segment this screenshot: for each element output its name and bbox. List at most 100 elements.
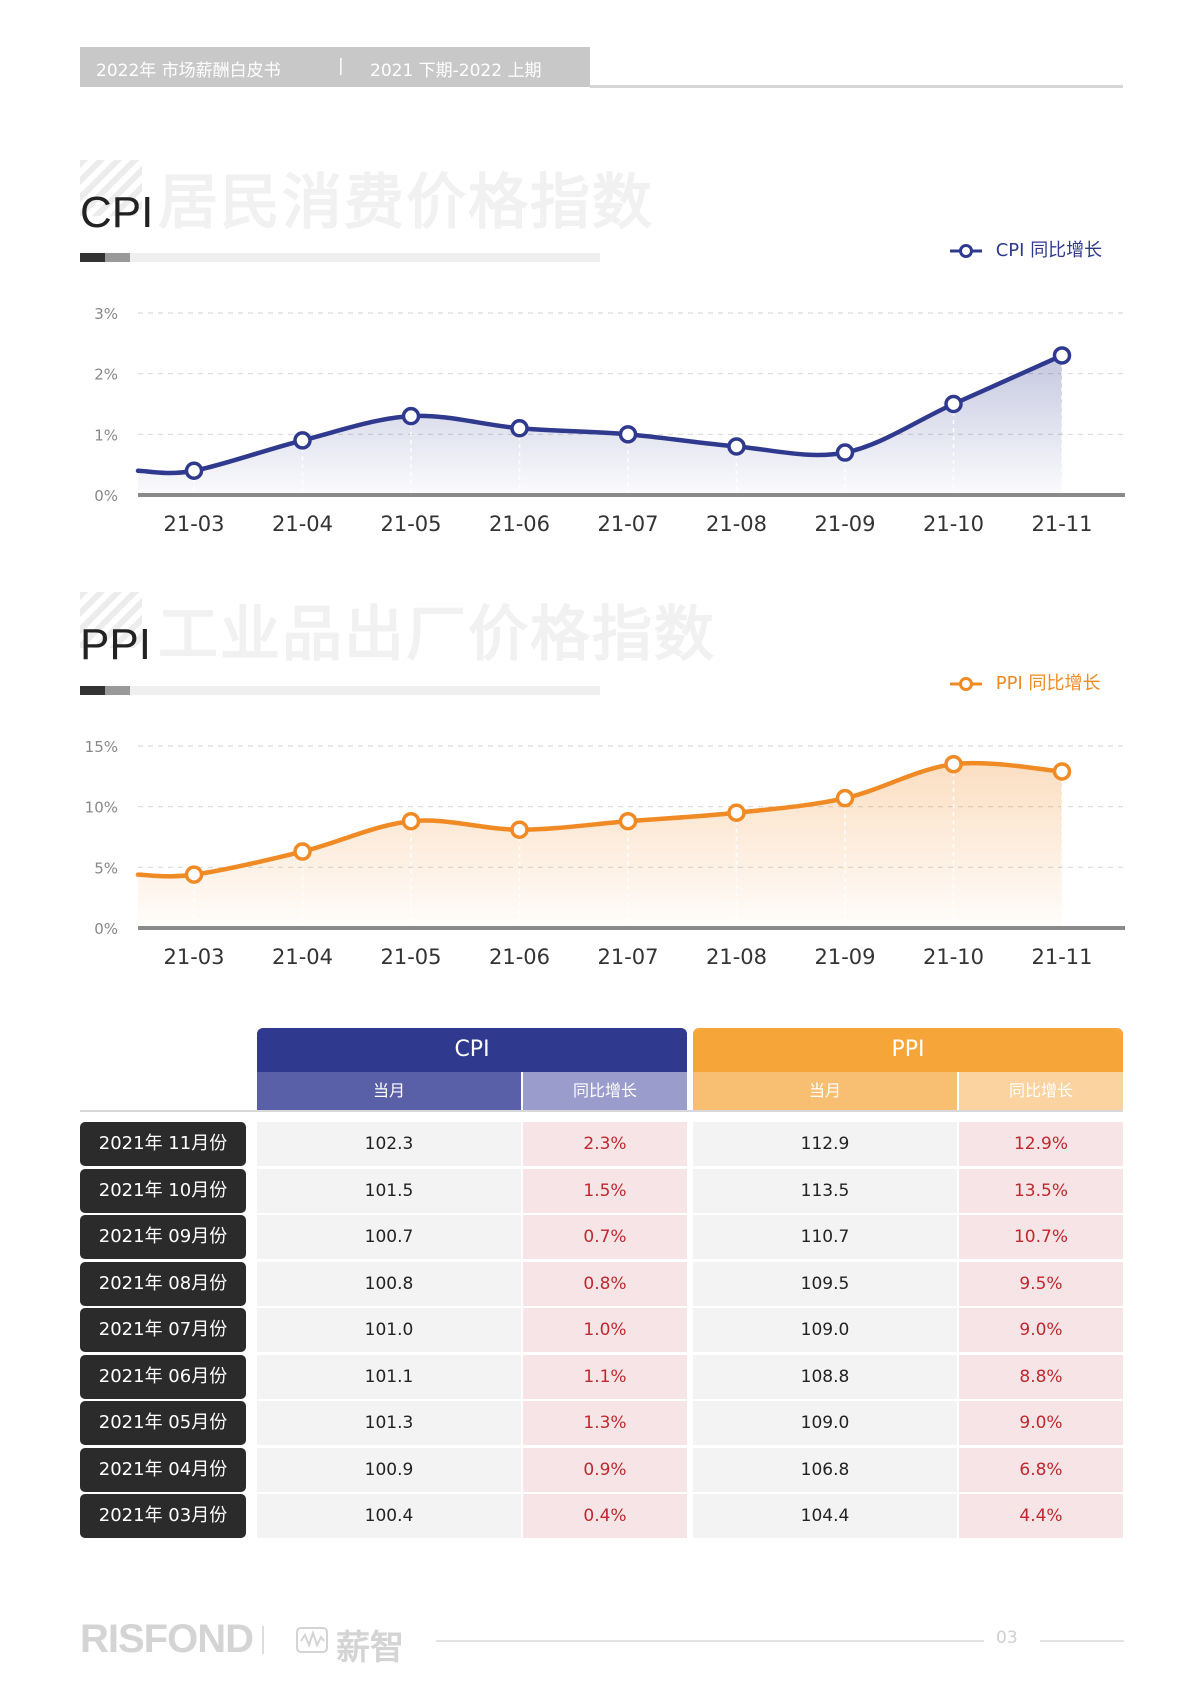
footer-rule (436, 1640, 984, 1642)
ppi-yoy-cell: 10.7% (959, 1215, 1123, 1259)
x-tick-label: 21-09 (814, 512, 875, 536)
row-label: 2021年 04月份 (80, 1447, 246, 1492)
cpi-area (138, 355, 1062, 495)
header-bar: 2022年 市场薪酬白皮书 | 2021 下期-2022 上期 (80, 47, 590, 87)
ppi-point-21-10 (944, 754, 963, 774)
ppi-yoy-cell: 6.8% (959, 1447, 1123, 1492)
x-tick-label: 21-11 (1031, 512, 1092, 536)
x-tick-label: 21-10 (923, 512, 984, 536)
cpi-point-21-06 (510, 419, 529, 438)
table-subheader-cpi-current: 当月 (257, 1072, 521, 1110)
row-label: 2021年 07月份 (80, 1308, 246, 1352)
cpi-yoy-cell: 0.7% (523, 1215, 687, 1259)
y-tick-label: 3% (94, 305, 118, 323)
cpi-yoy-cell: 0.9% (523, 1447, 687, 1492)
x-tick-label: 21-07 (597, 945, 658, 969)
ppi-yoy-cell: 9.0% (959, 1401, 1123, 1445)
ppi-yoy-cell: 13.5% (959, 1168, 1123, 1213)
ppi-point-21-03 (184, 865, 204, 884)
table-header-cpi: CPI (257, 1028, 687, 1072)
ppi-point-21-04 (293, 842, 312, 861)
ppi-point-21-11 (1052, 762, 1072, 781)
ppi-point-21-07 (618, 811, 638, 831)
cpi-series-line (135, 353, 1065, 476)
logo-separator (262, 1626, 264, 1654)
x-tick-label: 21-08 (706, 512, 767, 536)
ppi-area (138, 763, 1062, 928)
cpi-point-21-07 (618, 425, 638, 444)
ppi-yoy-cell: 9.5% (959, 1261, 1123, 1306)
title-underline-light (130, 686, 600, 695)
title-underline-light (130, 253, 600, 262)
title-underline-dark (80, 686, 105, 695)
x-tick-label: 21-09 (814, 945, 875, 969)
ppi-current-cell: 110.7 (693, 1215, 957, 1259)
cpi-current-cell: 100.4 (257, 1494, 521, 1538)
x-tick-label: 21-05 (380, 945, 441, 969)
x-tick-label: 21-07 (597, 512, 658, 536)
stripes-decoration (80, 160, 142, 216)
header-title: 2022年 市场薪酬白皮书 (96, 61, 281, 81)
title-underline-mid (105, 686, 130, 695)
x-tick-label: 21-03 (163, 945, 224, 969)
ppi-point-21-05 (401, 811, 421, 831)
cpi-current-cell: 100.7 (257, 1215, 521, 1259)
ppi-current-cell: 109.5 (693, 1261, 957, 1306)
table-subheader-ppi-yoy: 同比增长 (959, 1072, 1123, 1110)
header-period: 2021 下期-2022 上期 (370, 61, 542, 81)
y-tick-label: 1% (94, 426, 118, 444)
stripes-decoration (80, 592, 142, 648)
ppi-point-21-08 (727, 803, 746, 822)
table-subheader-ppi-current: 当月 (693, 1072, 957, 1110)
cpi-yoy-cell: 1.5% (523, 1168, 687, 1213)
ppi-yoy-cell: 8.8% (959, 1354, 1123, 1399)
ppi-current-cell: 104.4 (693, 1494, 957, 1538)
ppi-current-cell: 113.5 (693, 1168, 957, 1213)
cpi-current-cell: 101.1 (257, 1354, 521, 1399)
x-tick-label: 21-10 (923, 945, 984, 969)
table-subheader-cpi-yoy: 同比增长 (523, 1072, 687, 1110)
y-tick-label: 15% (85, 738, 118, 756)
cpi-point-21-05 (401, 406, 421, 426)
x-tick-label: 21-05 (380, 512, 441, 536)
row-label: 2021年 10月份 (80, 1168, 246, 1213)
cpi-current-cell: 102.3 (257, 1122, 521, 1166)
row-label: 2021年 06月份 (80, 1354, 246, 1399)
x-tick-label: 21-06 (489, 945, 550, 969)
cpi-yoy-cell: 1.1% (523, 1354, 687, 1399)
x-tick-label: 21-06 (489, 512, 550, 536)
y-tick-label: 2% (94, 366, 118, 384)
x-tick-label: 21-03 (163, 512, 224, 536)
ppi-bg-title: 工业品出厂价格指数 (158, 600, 716, 670)
header-rule (590, 85, 1123, 88)
cpi-point-21-03 (184, 461, 204, 480)
row-label: 2021年 09月份 (80, 1215, 246, 1259)
ppi-legend-marker (950, 677, 982, 691)
ppi-series-line (135, 760, 1065, 879)
ppi-line-chart: 0% 5% 10% 15% 21-03 21-04 21-05 21-06 21-07 21-08… (85, 738, 1125, 969)
cpi-line-chart: 0% 1% 2% 3% 21-03 21-04 21-05 21-06 21-07 21-08 21… (94, 305, 1125, 536)
y-tick-label: 5% (94, 859, 118, 877)
cpi-current-cell: 101.3 (257, 1401, 521, 1445)
cpi-current-cell: 101.0 (257, 1308, 521, 1352)
xinzhi-logo: 薪智 (336, 1628, 404, 1668)
table-header-rule (80, 1110, 1123, 1112)
title-underline-dark (80, 253, 105, 262)
cpi-current-cell: 100.9 (257, 1447, 521, 1492)
ppi-current-cell: 109.0 (693, 1308, 957, 1352)
y-tick-label: 0% (94, 920, 118, 938)
ppi-title: PPI (80, 620, 151, 669)
ppi-current-cell: 106.8 (693, 1447, 957, 1492)
cpi-bg-title: 居民消费价格指数 (158, 168, 654, 238)
row-label: 2021年 08月份 (80, 1261, 246, 1306)
row-label: 2021年 11月份 (80, 1122, 246, 1166)
waveform-icon (296, 1627, 328, 1653)
cpi-legend-marker (950, 244, 982, 258)
y-tick-label: 10% (85, 799, 118, 817)
cpi-current-cell: 101.5 (257, 1168, 521, 1213)
cpi-yoy-cell: 0.4% (523, 1494, 687, 1538)
cpi-legend: CPI 同比增长 (948, 236, 1102, 262)
ppi-current-cell: 109.0 (693, 1401, 957, 1445)
ppi-point-21-06 (510, 820, 529, 839)
page-number: 03 (996, 1628, 1018, 1648)
